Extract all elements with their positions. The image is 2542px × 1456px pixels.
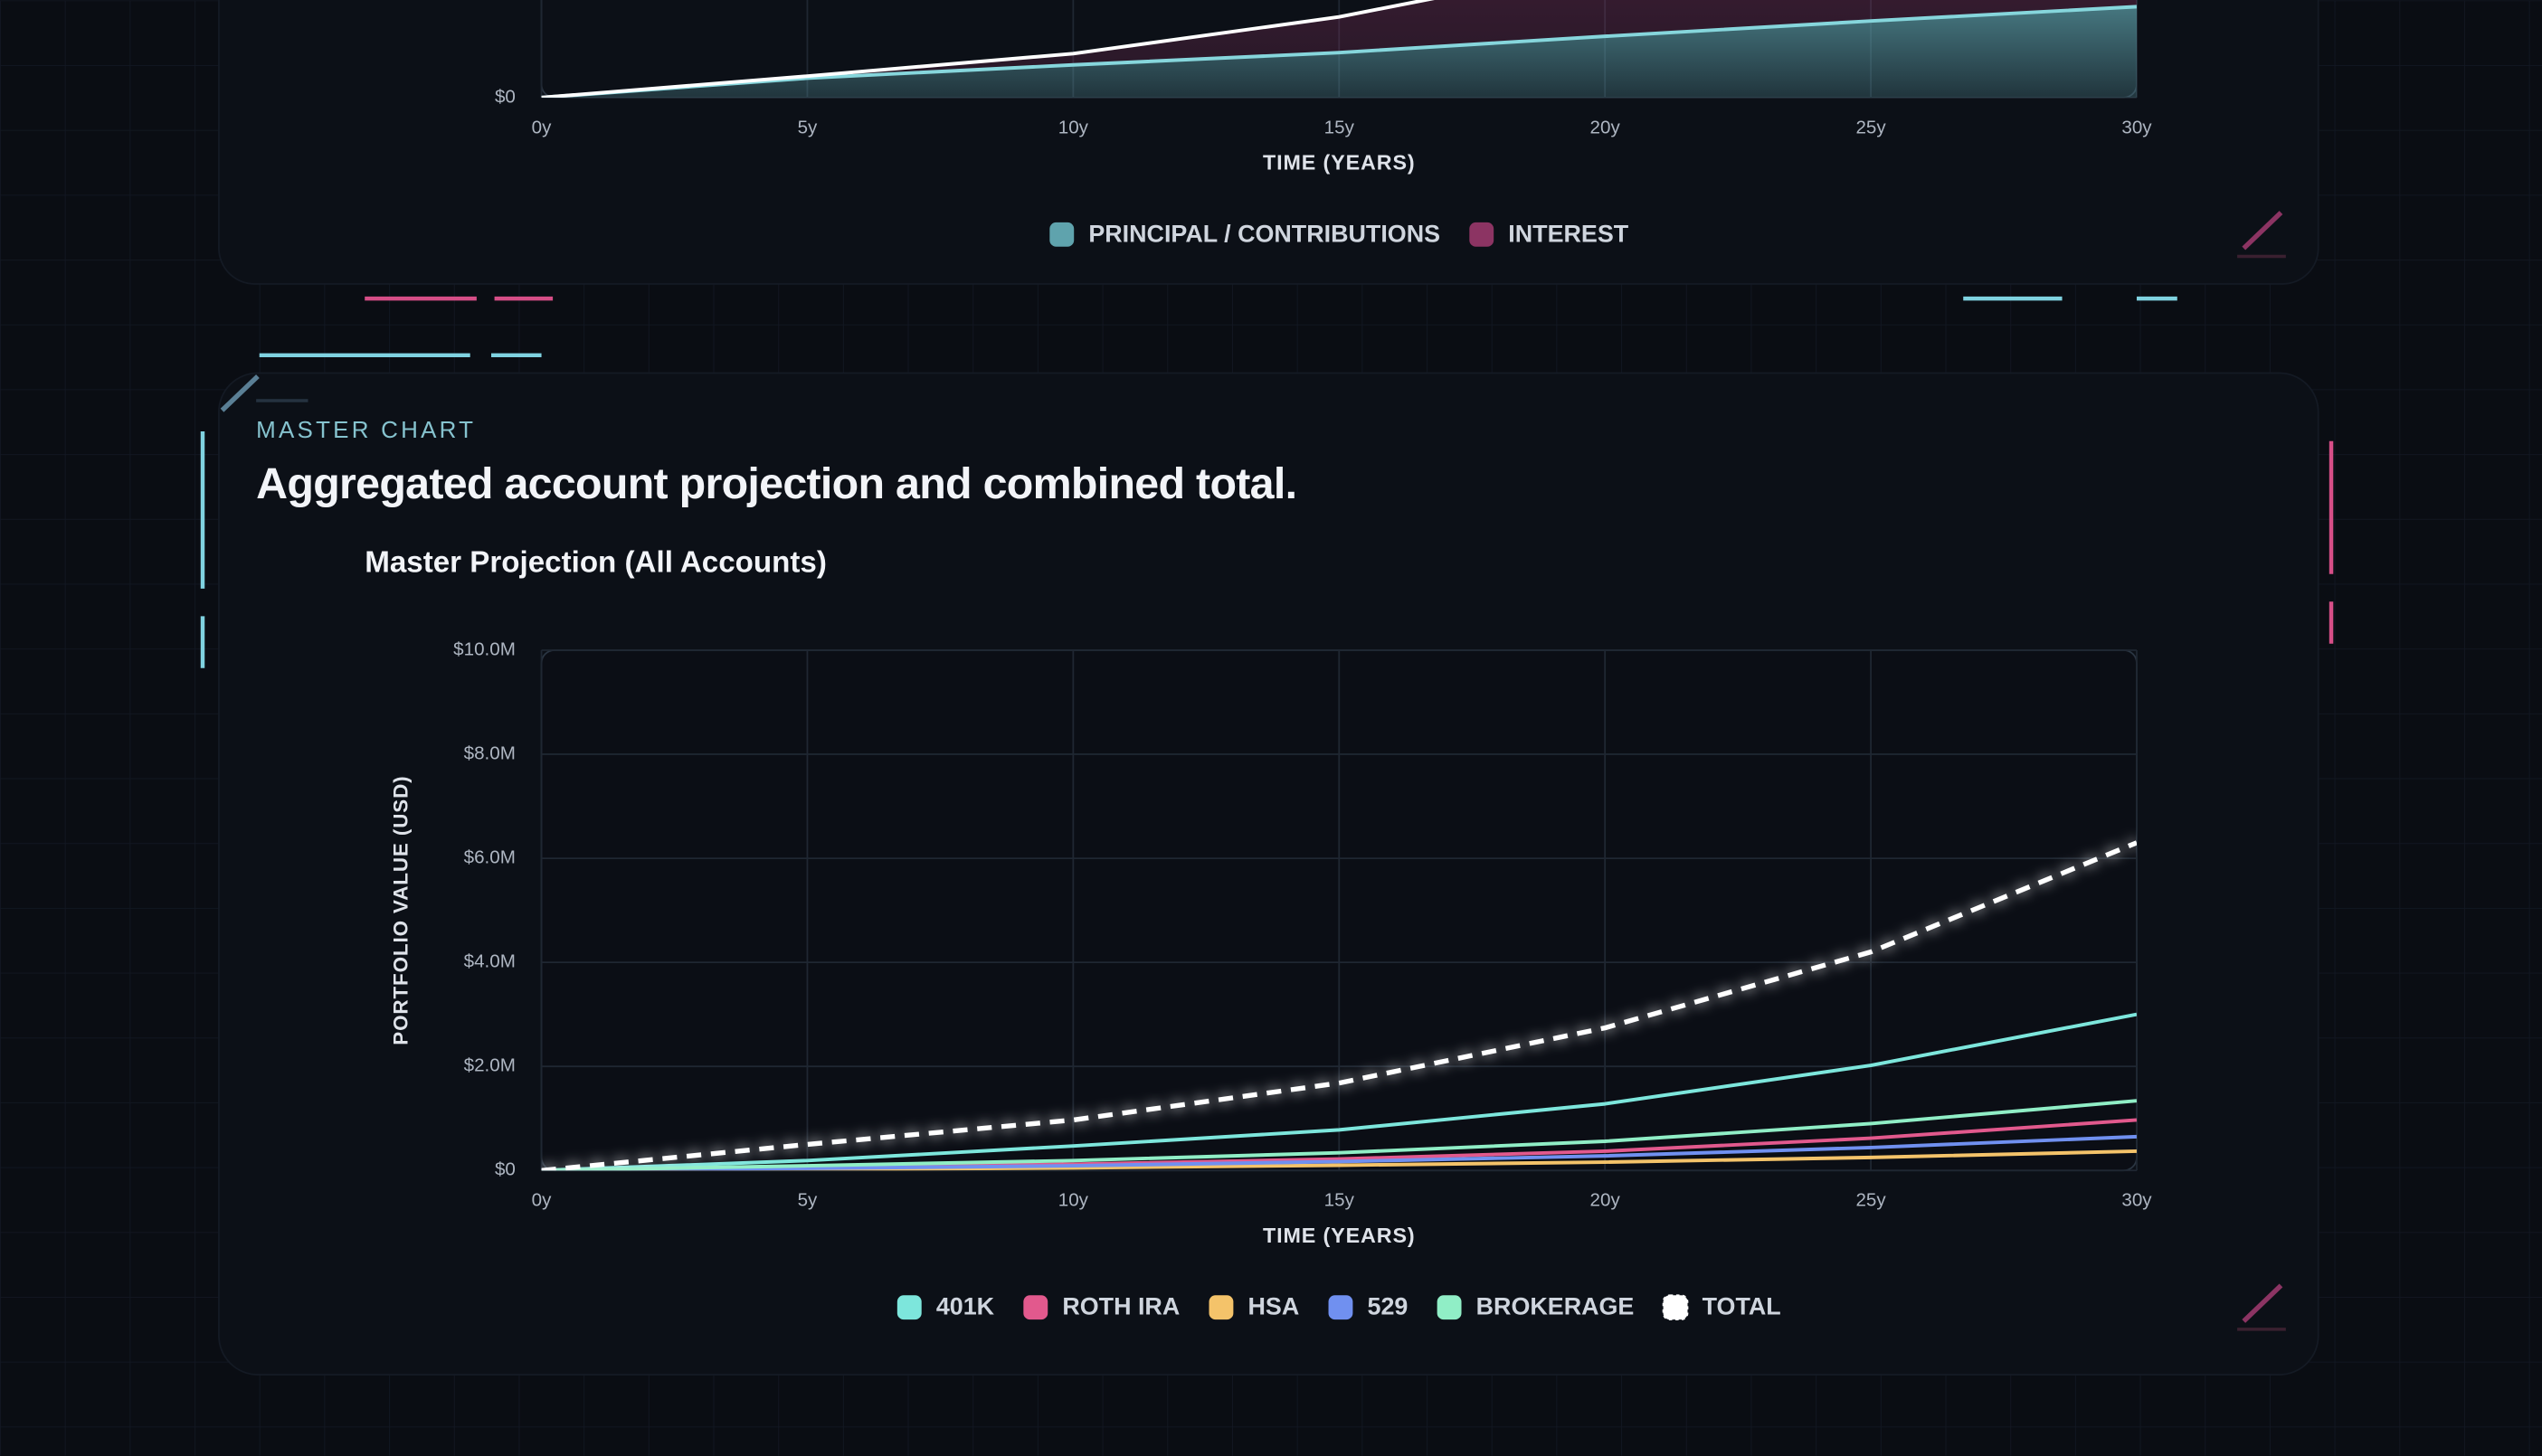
x-tick-label: 5y — [798, 117, 818, 137]
series-line — [541, 1099, 2137, 1171]
legend-swatch — [1662, 1294, 1689, 1321]
legend-swatch — [1328, 1295, 1353, 1320]
plot — [541, 0, 2137, 98]
legend: 401K ROTH IRA HSA 529 BROKERAGE TOTAL — [896, 1293, 1781, 1321]
x-tick-label: 0y — [532, 117, 552, 137]
area — [541, 0, 2137, 98]
y-tick-label: $2.0M — [464, 1055, 516, 1076]
decor — [2242, 211, 2283, 251]
y-tick-label: $0 — [495, 86, 516, 107]
x-axis-label: TIME (YEARS) — [1263, 1224, 1416, 1247]
chart-title: Master Projection (All Accounts) — [365, 546, 827, 580]
legend-label: HSA — [1248, 1293, 1300, 1320]
charts: $0 0y 5y 10y 15y 20y 25y 30y TIME (YEARS) PRINCIP… — [365, 0, 2152, 1321]
section-heading: Aggregated account projection and combin… — [256, 459, 1296, 508]
legend-label: ROTH IRA — [1062, 1293, 1180, 1320]
x-tick-label: 15y — [1324, 1190, 1355, 1211]
decor — [2242, 1283, 2283, 1323]
legend-label: 529 — [1368, 1293, 1409, 1320]
legend-swatch — [1209, 1295, 1234, 1320]
legend-label: BROKERAGE — [1476, 1293, 1635, 1320]
x-tick-label: 20y — [1590, 1190, 1621, 1211]
y-axis-label: PORTFOLIO VALUE (USD) — [389, 775, 412, 1045]
decor — [220, 374, 260, 412]
y-tick-label: $6.0M — [464, 847, 516, 868]
series-line — [541, 840, 2137, 1171]
x-tick-label: 25y — [1855, 117, 1886, 137]
series-line — [541, 1134, 2137, 1171]
y-tick-label: $4.0M — [464, 951, 516, 972]
legend: PRINCIPAL / CONTRIBUTIONS INTEREST — [1049, 220, 1629, 247]
legend-label: INTEREST — [1508, 220, 1628, 247]
x-tick-label: 30y — [2121, 1190, 2152, 1211]
legend-swatch — [1469, 222, 1494, 247]
y-tick-label: $10.0M — [453, 638, 516, 659]
y-tick-label: $0 — [495, 1159, 516, 1180]
legend-swatch — [1049, 222, 1075, 247]
x-tick-label: 0y — [532, 1190, 552, 1211]
legend-swatch — [896, 1295, 922, 1320]
x-tick-label: 25y — [1855, 1190, 1886, 1211]
x-axis-label: TIME (YEARS) — [1263, 151, 1416, 175]
section-label: MASTER CHART — [256, 416, 476, 443]
legend-label: TOTAL — [1703, 1293, 1781, 1320]
y-tick-label: $8.0M — [464, 742, 516, 763]
series-line — [541, 1012, 2137, 1171]
area-line — [541, 0, 1435, 98]
x-tick-label: 20y — [1590, 117, 1621, 137]
area-line — [541, 5, 2137, 98]
legend-swatch — [1437, 1295, 1462, 1320]
x-tick-label: 10y — [1058, 117, 1089, 137]
x-tick-label: 5y — [798, 1190, 818, 1211]
legend-label: 401K — [936, 1293, 995, 1320]
x-tick-label: 15y — [1324, 117, 1355, 137]
legend-label: PRINCIPAL / CONTRIBUTIONS — [1088, 220, 1440, 247]
legend-swatch — [1023, 1295, 1048, 1320]
plot — [541, 840, 2137, 1171]
x-tick-label: 10y — [1058, 1190, 1089, 1211]
x-tick-label: 30y — [2121, 117, 2152, 137]
